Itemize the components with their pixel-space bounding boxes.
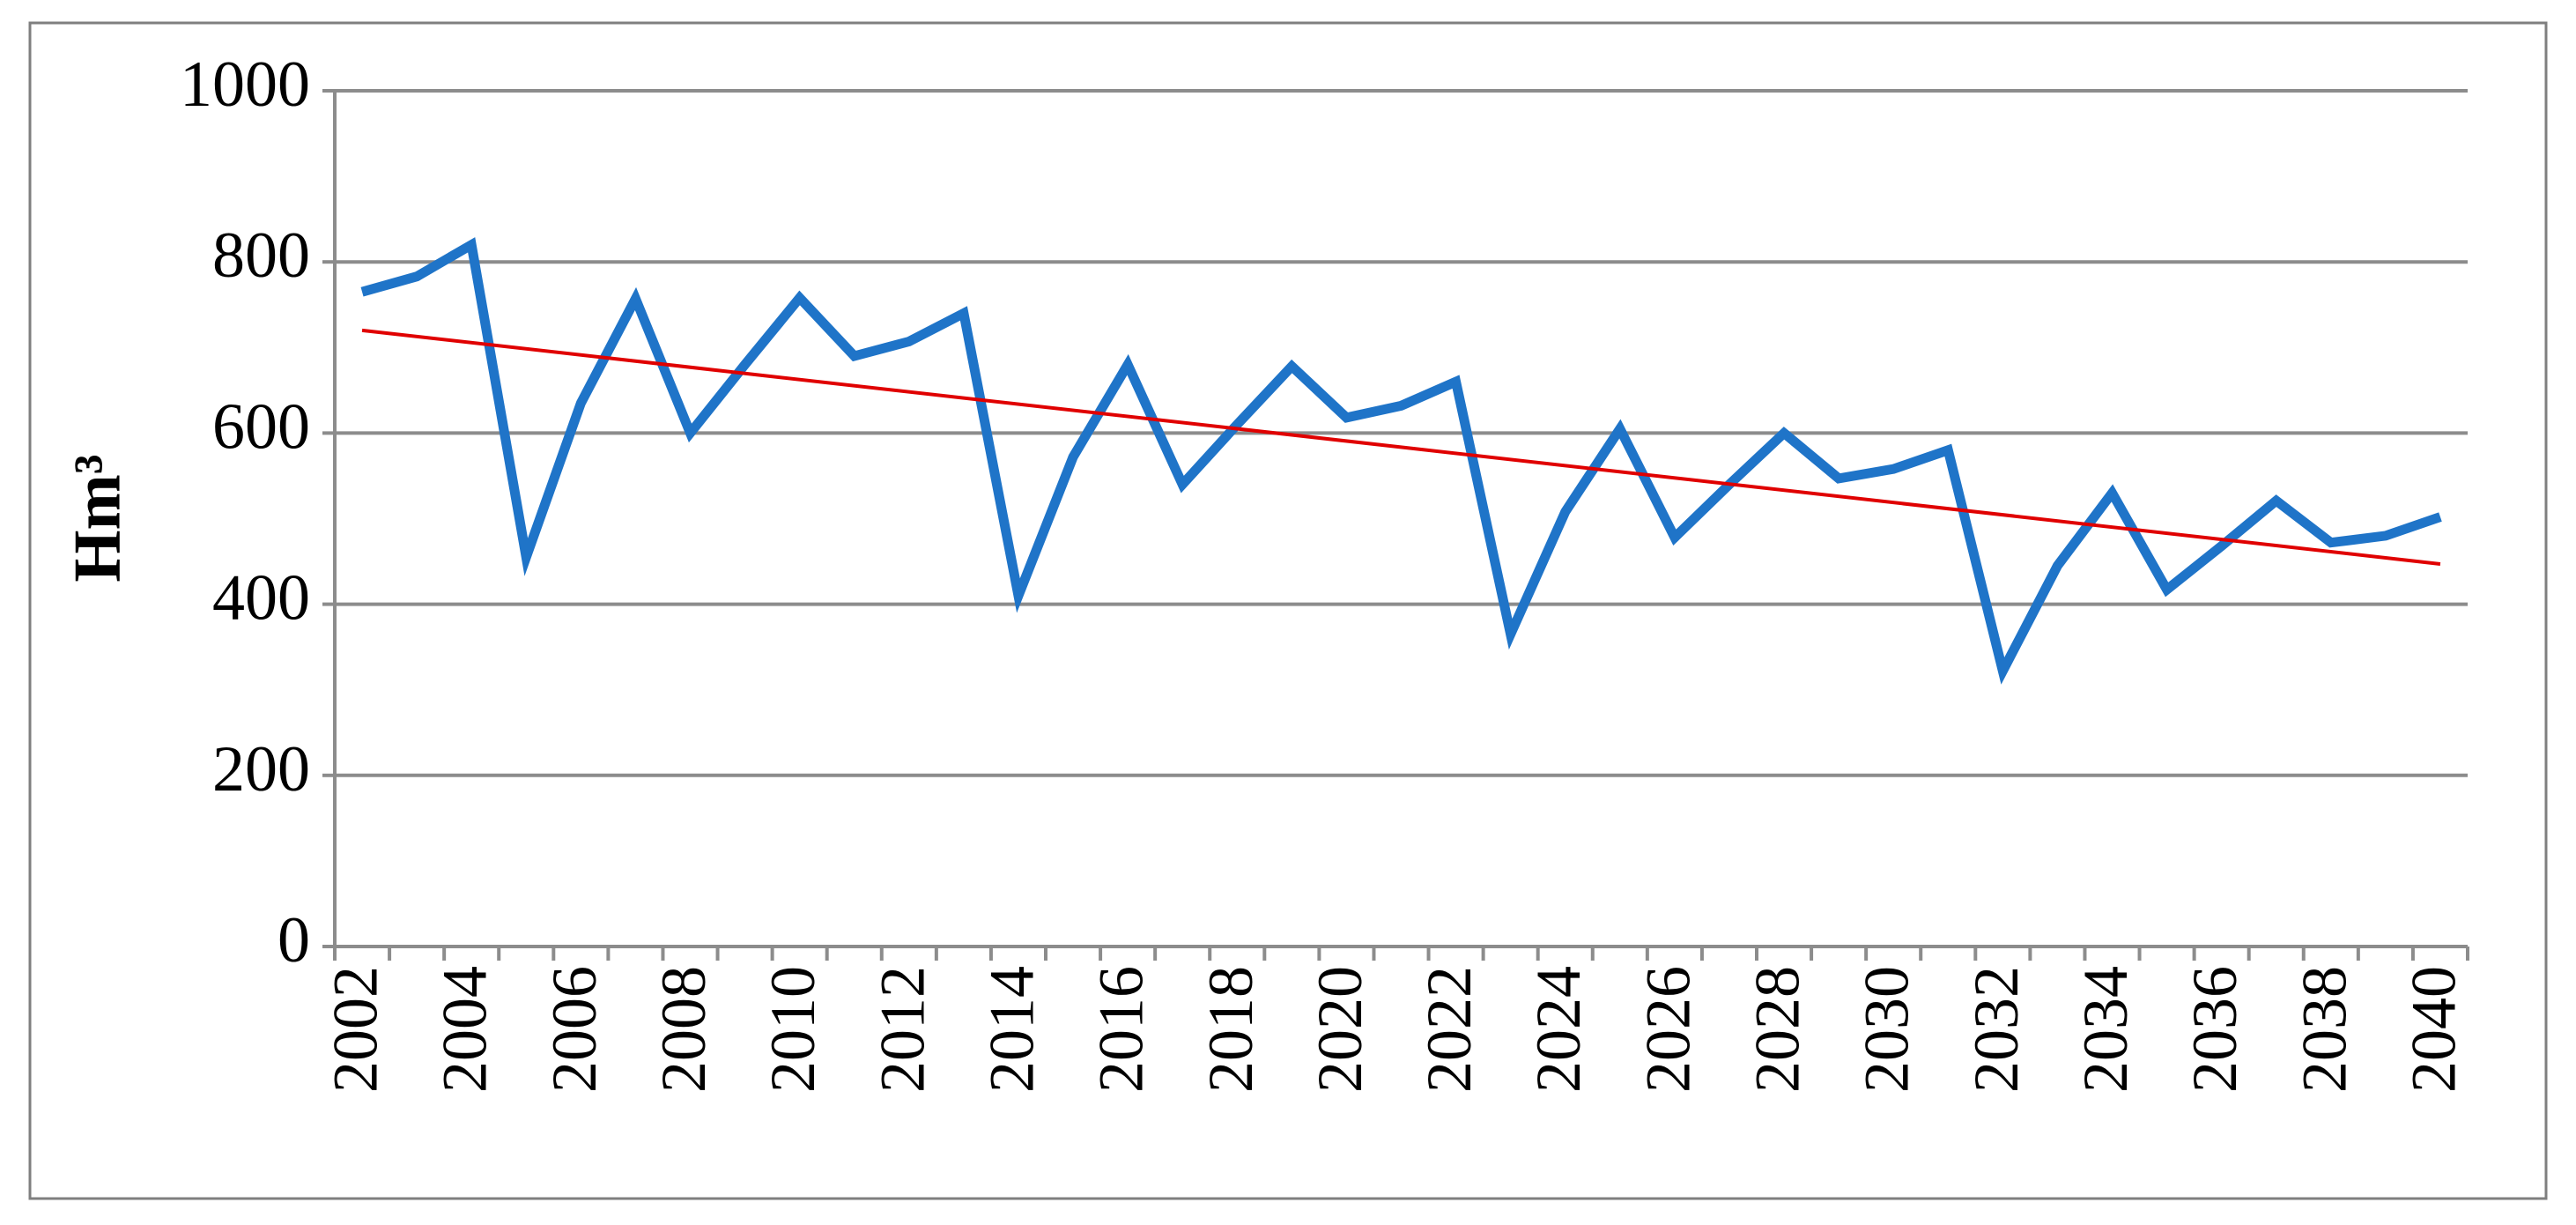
x-tick-label: 2014 (976, 966, 1047, 1093)
x-tick-label: 2012 (867, 966, 937, 1093)
x-tick-label: 2018 (1195, 966, 1266, 1093)
x-tick-label: 2040 (2398, 966, 2469, 1093)
y-axis-label: Hm³ (60, 454, 134, 582)
x-tick-label: 2026 (1632, 966, 1703, 1093)
x-tick-label: 2032 (1961, 966, 2032, 1093)
y-tick-label: 600 (212, 390, 310, 463)
y-tick-label: 800 (212, 219, 310, 292)
x-tick-label: 2004 (430, 966, 500, 1093)
chart-border (28, 21, 2548, 1200)
trend-line (361, 328, 2441, 566)
x-tick-label: 2008 (648, 966, 719, 1093)
x-tick-label: 2036 (2180, 966, 2250, 1093)
y-tick-label: 400 (212, 562, 310, 635)
y-tick-label: 200 (212, 733, 310, 806)
x-tick-label: 2024 (1523, 966, 1594, 1093)
x-tick-label: 2002 (321, 966, 391, 1093)
x-tick-label: 2030 (1852, 966, 1922, 1093)
x-tick-label: 2034 (2070, 966, 2141, 1093)
x-tick-label: 2016 (1086, 966, 1157, 1093)
x-tick-label: 2020 (1305, 966, 1375, 1093)
y-tick-label: 1000 (180, 48, 310, 121)
x-tick-label: 2038 (2289, 966, 2359, 1093)
x-tick-label: 2028 (1743, 966, 1813, 1093)
x-tick-label: 2010 (758, 966, 828, 1093)
x-tick-label: 2006 (539, 966, 610, 1093)
y-tick-label: 0 (278, 904, 310, 976)
data-line (360, 237, 2442, 685)
x-tick-label: 2022 (1414, 966, 1484, 1093)
